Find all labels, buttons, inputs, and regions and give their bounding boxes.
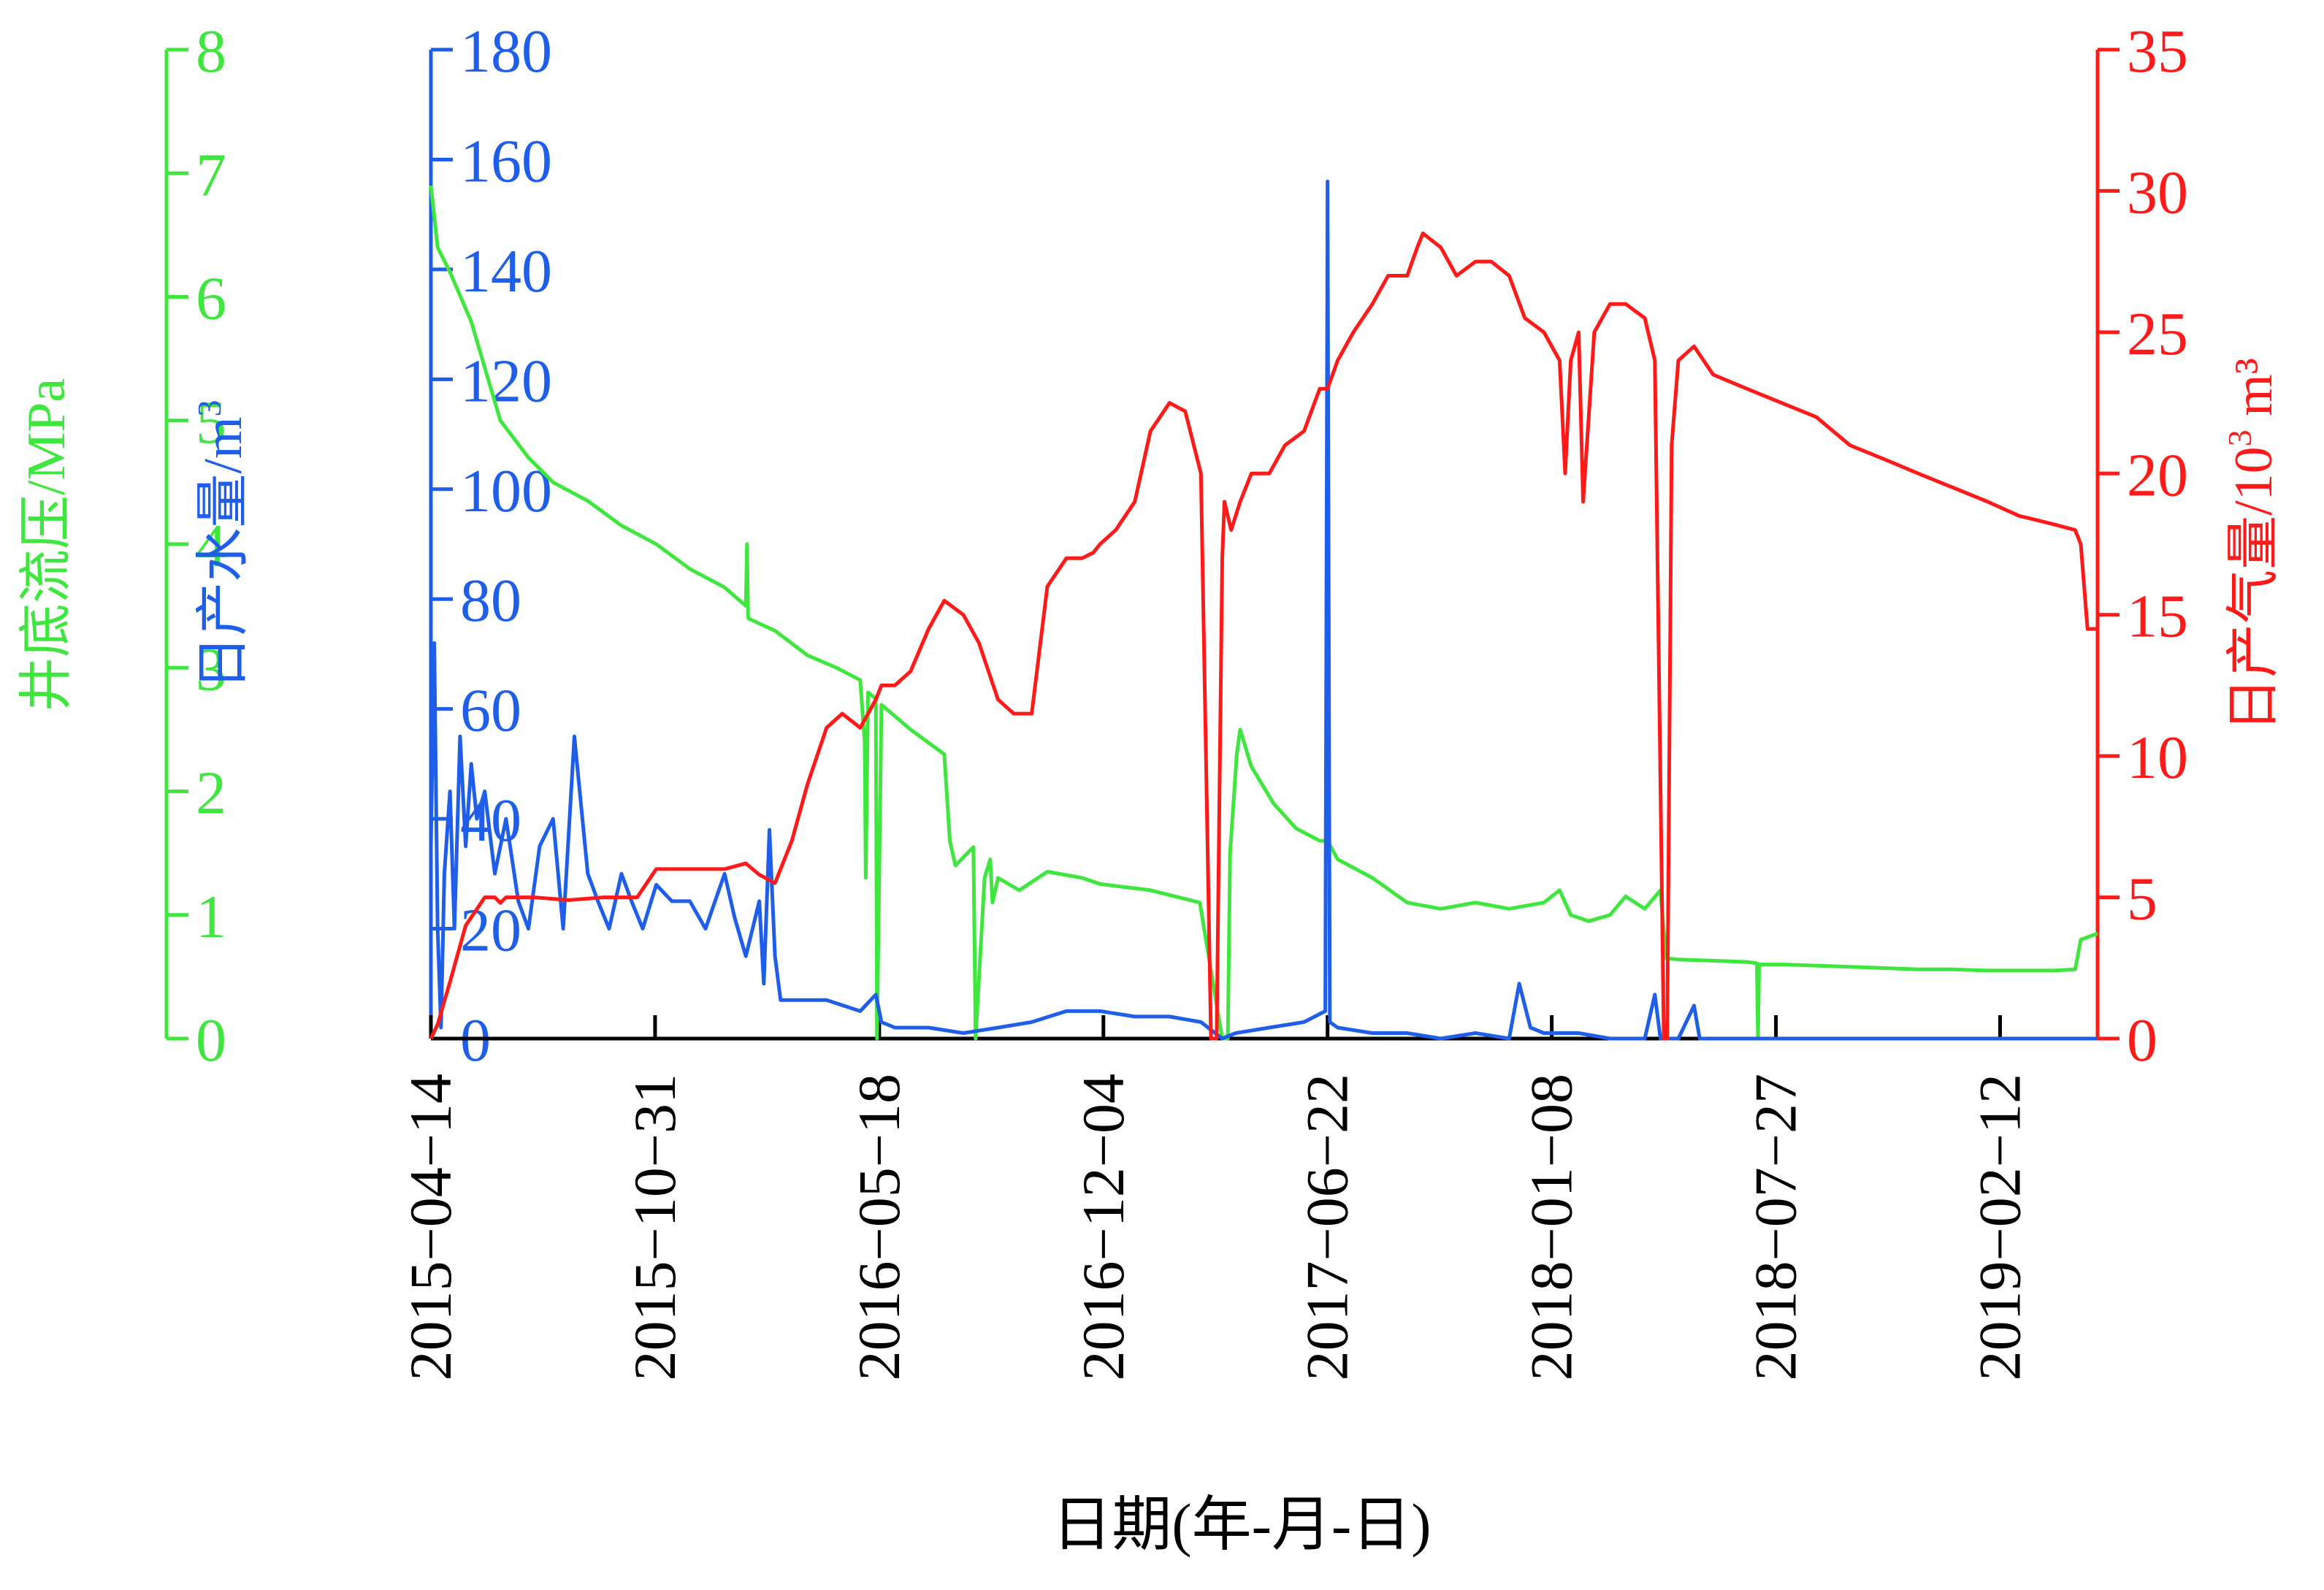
- gas-tick-label: 0: [2127, 1006, 2157, 1074]
- water-tick-label: 140: [460, 237, 552, 305]
- x-tick-label: 2017−06−22: [1294, 1074, 1361, 1381]
- series-layer: [429, 180, 2098, 1041]
- x-tick-label: 2018−01−08: [1518, 1074, 1585, 1381]
- gas-series-line: [429, 232, 2098, 1041]
- x-tick-label: 2019−02−12: [1966, 1074, 2033, 1381]
- water-tick-label: 160: [460, 127, 552, 195]
- pressure-series-line: [429, 185, 2098, 1041]
- x-tick-label: 2016−12−04: [1070, 1074, 1136, 1381]
- water-tick-label: 20: [460, 897, 521, 965]
- axis-title-layer: 井底流压/MPa 日产水量/m3 日产气量/103 m³ 日期(年-月-日): [17, 358, 2284, 1558]
- pressure-tick-label: 8: [196, 18, 226, 85]
- gas-tick-label: 15: [2127, 583, 2188, 651]
- pressure-tick-label: 1: [196, 883, 226, 951]
- x-tick-label: 2015−04−14: [397, 1074, 464, 1381]
- water-tick-label: 180: [460, 18, 552, 85]
- water-tick-label: 120: [460, 347, 552, 415]
- water-series-line: [429, 180, 2098, 1041]
- pressure-tick-label: 3: [196, 635, 226, 703]
- x-axis-label: 日期(年-月-日): [1052, 1491, 1431, 1558]
- pressure-axis-label: 井底流压/MPa: [17, 378, 77, 711]
- gas-tick-label: 30: [2127, 158, 2188, 226]
- gas-tick-label: 20: [2127, 441, 2188, 509]
- water-axis-label: 日产水量/m3: [191, 400, 253, 689]
- pressure-tick-label: 2: [196, 760, 226, 828]
- gas-tick-label: 35: [2127, 18, 2188, 85]
- gas-tick-label: 10: [2127, 724, 2188, 792]
- water-tick-label: 80: [460, 567, 521, 635]
- gas-axis-label: 日产气量/103 m³: [2221, 358, 2284, 732]
- axes-layer: 0123456780204060801001201401601800510152…: [164, 18, 2188, 1381]
- pressure-tick-label: 0: [196, 1006, 226, 1074]
- gas-tick-label: 5: [2127, 865, 2157, 933]
- water-tick-label: 60: [460, 677, 521, 745]
- gas-tick-label: 25: [2127, 300, 2188, 368]
- x-tick-label: 2018−07−27: [1743, 1074, 1809, 1381]
- pressure-tick-label: 6: [196, 265, 226, 333]
- pressure-tick-label: 5: [196, 389, 226, 456]
- x-tick-label: 2015−10−31: [622, 1074, 688, 1381]
- pressure-tick-label: 7: [196, 141, 226, 209]
- pressure-tick-label: 4: [196, 512, 226, 580]
- x-tick-label: 2016−05−18: [846, 1074, 912, 1381]
